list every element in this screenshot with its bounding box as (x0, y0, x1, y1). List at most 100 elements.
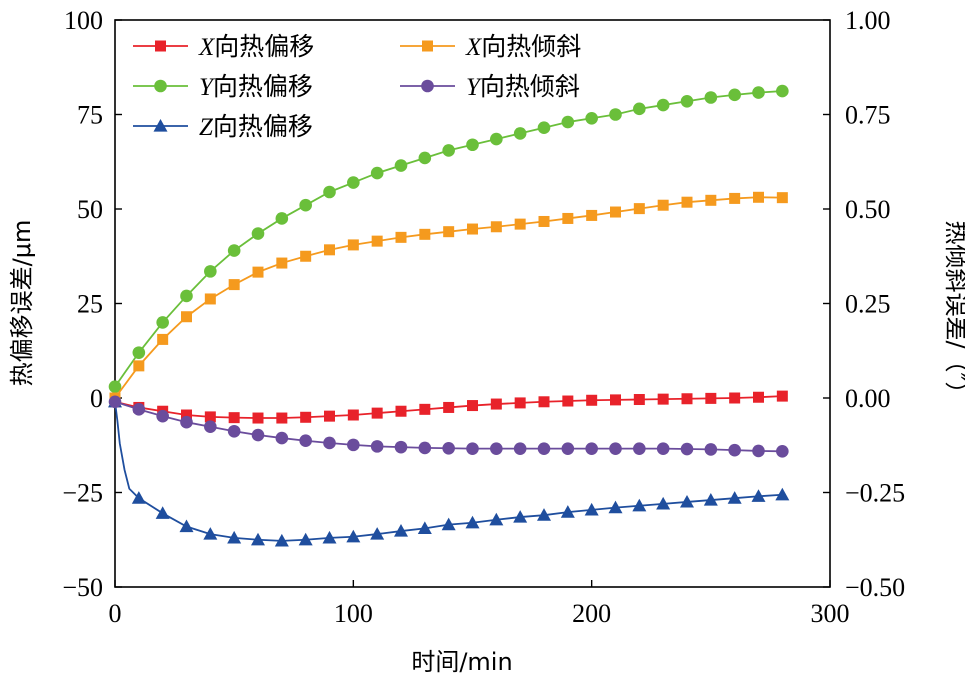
data-point (132, 403, 146, 416)
y-left-tick-label: 0 (90, 384, 103, 413)
data-point (753, 191, 764, 203)
data-point (300, 250, 312, 262)
data-point (704, 91, 718, 104)
data-point (633, 394, 645, 406)
data-point (560, 505, 575, 518)
data-point (395, 405, 407, 417)
data-point (775, 487, 790, 501)
data-point (133, 360, 145, 372)
data-point (728, 88, 741, 102)
data-point (131, 491, 146, 504)
data-point (251, 532, 265, 546)
legend-label-text: 向热倾斜 (480, 72, 580, 101)
data-point (370, 440, 384, 453)
legend-item: Y向热偏移 (133, 72, 313, 101)
data-point (323, 185, 336, 199)
data-point (585, 111, 598, 125)
data-point (442, 441, 455, 455)
y-right-tick-label: 0.75 (845, 101, 891, 130)
data-point (753, 391, 764, 403)
data-point (275, 431, 289, 445)
data-point (442, 144, 455, 157)
legend-label: Y向热偏移 (199, 72, 313, 101)
legend-swatch-marker (154, 79, 167, 93)
data-point (441, 517, 456, 531)
data-point (680, 494, 694, 508)
data-point (490, 442, 503, 455)
y-left-tick-label: −25 (62, 479, 103, 508)
y-right-tick-label: −0.50 (845, 573, 905, 602)
data-point (537, 121, 551, 135)
data-point (251, 227, 265, 240)
data-point (656, 496, 671, 510)
data-point (108, 380, 122, 393)
data-point (776, 192, 788, 204)
legend-item: X向热偏移 (133, 32, 314, 61)
data-point (562, 395, 574, 407)
data-point (204, 411, 216, 423)
y-left-tick-label: −50 (62, 573, 103, 602)
data-point (228, 279, 240, 291)
data-point (704, 443, 718, 456)
data-point (776, 390, 788, 402)
series-2 (108, 84, 789, 393)
legend-label-axis: X (198, 34, 216, 61)
data-point (203, 527, 218, 540)
data-point (324, 244, 335, 256)
data-point (347, 409, 359, 421)
data-point (156, 316, 169, 329)
data-point (705, 392, 717, 404)
data-point (251, 428, 265, 442)
data-point (227, 530, 242, 544)
data-point (490, 132, 503, 146)
data-point (156, 409, 169, 423)
data-point (632, 498, 647, 512)
data-point (347, 176, 360, 189)
data-point (490, 221, 502, 233)
data-point (418, 441, 432, 455)
legend-label: X向热偏移 (198, 32, 314, 61)
data-point (609, 108, 622, 121)
data-point (347, 438, 360, 452)
data-point (513, 510, 528, 523)
data-point (729, 192, 741, 204)
data-point (609, 442, 622, 455)
data-point (513, 127, 527, 140)
axes: 0 100 200 300 −50 −25 0 25 50 75 100 −0.50 −0.25 0.00… (62, 6, 905, 628)
x-tick-label: 0 (109, 599, 122, 628)
data-point (443, 401, 455, 413)
data-point (537, 442, 551, 455)
legend-label-text: 向热偏移 (213, 72, 313, 101)
data-point (274, 533, 289, 547)
data-point (727, 491, 742, 504)
data-point (394, 440, 408, 454)
data-point (370, 166, 384, 180)
legend-label-axis: X (465, 34, 483, 61)
data-point (610, 206, 621, 218)
data-point (419, 228, 431, 240)
x-tick-label: 300 (811, 599, 850, 628)
data-point (181, 409, 192, 421)
data-point (703, 493, 718, 506)
data-point (155, 506, 170, 519)
data-point (514, 218, 526, 230)
data-point (180, 415, 193, 429)
legend-label-axis: Y (466, 74, 483, 101)
legend-label-axis: Y (199, 74, 216, 101)
data-point (227, 424, 241, 438)
data-point (633, 442, 646, 455)
data-point (157, 333, 169, 345)
data-point (681, 393, 693, 405)
data-point (322, 530, 337, 544)
data-point (276, 412, 288, 424)
legend-label-text: 向热偏移 (213, 112, 313, 141)
data-point (633, 102, 646, 116)
legend-label-text: 向热倾斜 (481, 32, 581, 61)
data-point (417, 521, 432, 535)
data-point (752, 86, 765, 99)
data-point (132, 346, 146, 359)
data-point (633, 203, 645, 215)
data-point (299, 198, 312, 212)
series-5 (108, 395, 789, 458)
data-point (179, 519, 194, 533)
